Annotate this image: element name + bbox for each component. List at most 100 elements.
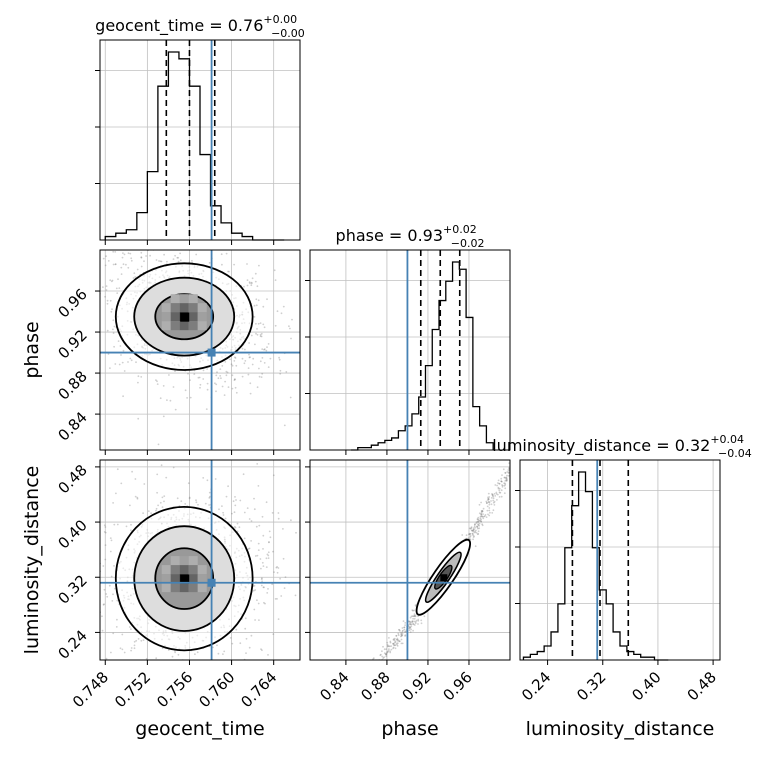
sample-point (229, 358, 232, 361)
sample-point (91, 253, 93, 255)
sample-point (176, 497, 179, 500)
sample-point (166, 399, 168, 401)
sample-point (234, 504, 237, 507)
sample-point (491, 512, 494, 514)
sample-point (269, 754, 271, 756)
sample-point (478, 503, 481, 506)
sample-point (245, 637, 248, 640)
density-blocks (161, 294, 207, 331)
sample-point (140, 256, 143, 259)
sample-point (104, 544, 107, 546)
sample-point (613, 254, 615, 256)
sample-point (581, 339, 583, 341)
sample-point (516, 456, 518, 458)
density-block (197, 303, 207, 313)
sample-point (479, 515, 482, 518)
sample-point (248, 518, 251, 520)
sample-point (128, 626, 131, 628)
sample-point (112, 632, 115, 635)
panel-0-0 (95, 39, 301, 245)
sample-point (109, 367, 111, 369)
sample-point (408, 620, 411, 623)
sample-point (477, 520, 480, 523)
sample-point (120, 482, 123, 485)
sample-point (503, 484, 506, 487)
sample-point (564, 364, 566, 366)
sample-point (505, 479, 508, 481)
sample-point (556, 375, 558, 377)
sample-point (49, 271, 51, 273)
sample-point (558, 372, 560, 374)
sample-point (157, 443, 160, 446)
sample-point (414, 615, 416, 617)
sample-point (310, 725, 312, 727)
sample-point (367, 673, 369, 675)
sample-point (250, 284, 253, 287)
sample-point (589, 312, 591, 314)
sample-point (396, 638, 398, 641)
sample-point (305, 411, 307, 413)
sample-point (265, 349, 268, 352)
sample-point (116, 292, 119, 294)
sample-point (227, 386, 230, 388)
sample-point (323, 718, 325, 720)
sample-point (120, 354, 122, 356)
density-block (197, 321, 207, 331)
sample-point (165, 453, 167, 455)
sample-point (265, 557, 268, 560)
sample-point (135, 361, 137, 364)
sample-point (365, 671, 367, 673)
sample-point (257, 549, 260, 551)
sample-point (472, 534, 474, 537)
sample-point (413, 620, 416, 623)
sample-point (290, 337, 292, 340)
sample-point (131, 470, 134, 473)
sample-point (408, 620, 410, 623)
sample-point (261, 577, 263, 580)
sample-point (344, 700, 346, 702)
sample-point (498, 482, 501, 485)
sample-point (417, 615, 419, 618)
sample-point (252, 357, 255, 360)
sample-point (514, 458, 516, 460)
panel-2-0: 0.24 0.32 0.40 0.48 0.748 0.752 0.756 0.760 0.76… (35, 453, 301, 711)
sample-point (110, 575, 113, 578)
sample-point (274, 324, 277, 327)
sample-point (492, 495, 495, 498)
sample-point (358, 677, 360, 679)
sample-point (396, 638, 398, 641)
sample-point (133, 647, 136, 650)
sample-point (267, 588, 269, 590)
sample-point (260, 567, 262, 570)
sample-point (480, 515, 483, 518)
sample-point (119, 345, 122, 347)
ylabel-luminosity-distance: luminosity_distance (21, 466, 43, 655)
sample-point (140, 251, 143, 254)
sample-point (267, 343, 270, 345)
sample-point (127, 252, 130, 255)
sample-point (135, 639, 138, 642)
sample-point (295, 531, 297, 534)
sample-point (142, 512, 145, 514)
sample-point (474, 545, 477, 548)
sample-point (91, 312, 93, 314)
sample-point (412, 623, 415, 626)
sample-point (469, 535, 472, 537)
sample-point (105, 657, 108, 660)
sample-point (35, 663, 37, 665)
sample-point (510, 471, 512, 473)
sample-point (381, 655, 384, 658)
sample-point (397, 632, 400, 635)
sample-point (555, 371, 557, 373)
density-block (197, 312, 207, 322)
sample-point (288, 325, 290, 328)
sample-point (130, 649, 133, 652)
sample-point (262, 305, 265, 308)
y-tick-label: 0.92 (54, 326, 90, 362)
sample-point (223, 650, 226, 653)
sample-point (501, 484, 504, 487)
sample-point (121, 633, 124, 636)
sample-point (385, 648, 388, 650)
sample-point (195, 501, 198, 504)
sample-point (383, 648, 386, 651)
